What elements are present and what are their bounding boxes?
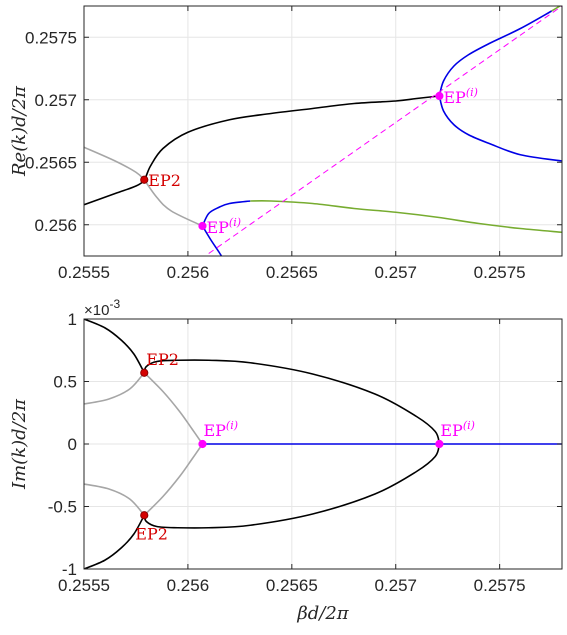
point-ep2-0: [140, 175, 149, 184]
y-tick-label-3: 0.5: [53, 373, 77, 392]
point-label-0: EP2: [148, 171, 181, 190]
point-ep2-1: [140, 511, 149, 520]
x-axis-label: βd/2π: [296, 603, 349, 624]
series-gray-2: [143, 179, 203, 227]
series-magenta-9: [208, 6, 562, 254]
point-label-0: EP2: [146, 350, 179, 369]
y-tick-label-1: 0.2565: [25, 153, 77, 172]
point-ep-2: [435, 91, 444, 101]
x-tick-label-4: 0.2575: [474, 576, 526, 595]
y-tick-label-2: 0: [68, 435, 77, 454]
series-blue-6: [438, 10, 553, 97]
series-blue-4: [201, 225, 223, 256]
y-tick-label-1: -0.5: [48, 498, 77, 517]
point-label-sup: (i): [226, 419, 238, 432]
curves: [84, 6, 562, 256]
top-panel-re-k: 0.2555 0.256 0.2565 0.257 0.2575 0.256 0.2565 0…: [9, 5, 563, 282]
x-tick-label-3: 0.257: [374, 576, 417, 595]
axes-box: [83, 5, 563, 257]
series-blue-8: [438, 95, 562, 162]
point-label-sup: (i): [229, 216, 241, 229]
series-black-0: [84, 95, 440, 206]
x-tick-label-2: 0.2565: [266, 576, 318, 595]
point-ep-2: [198, 439, 207, 449]
series-green-7: [551, 6, 562, 12]
y-axis-label: Im(k)d/2π: [9, 398, 30, 490]
point-label-sup: (i): [463, 419, 475, 432]
y-exponent-power: -3: [109, 297, 120, 311]
series-gray-6: [143, 443, 204, 516]
point-ep-3: [435, 439, 444, 449]
x-tick-label-4: 0.2575: [474, 263, 526, 282]
x-tick-label-0: 0.2555: [58, 263, 110, 282]
series-gray-5: [143, 372, 204, 445]
x-tick-label-0: 0.2555: [58, 576, 110, 595]
series-green-5: [250, 200, 562, 234]
curves: [84, 319, 562, 569]
x-tick-label-2: 0.2565: [266, 263, 318, 282]
y-tick-label-3: 0.2575: [25, 28, 77, 47]
bottom-panel-im-k: 0.2555 0.256 0.2565 0.257 0.2575 -1 -0.5 0 0.5 1 I…: [9, 297, 563, 624]
x-tick-label-1: 0.256: [167, 263, 210, 282]
point-label-sup: (i): [466, 86, 478, 99]
series-black-3: [84, 514, 145, 569]
series-black-1: [143, 359, 441, 445]
y-tick-label-0: 0.256: [34, 216, 77, 235]
x-tick-label-1: 0.256: [167, 576, 210, 595]
series-blue-3: [201, 200, 251, 227]
y-exponent-label: ×10-3: [84, 297, 120, 319]
y-axis-label: Re(k)d/2π: [9, 85, 30, 177]
point-ep2-0: [140, 368, 149, 377]
series-gray-7: [84, 483, 145, 516]
x-tick-label-3: 0.257: [374, 263, 417, 282]
y-tick-label-0: -1: [62, 560, 77, 579]
y-tick-label-2: 0.257: [34, 91, 77, 110]
series-black-2: [143, 443, 441, 529]
series-gray-1: [84, 146, 145, 181]
point-ep-1: [198, 221, 207, 231]
series-gray-4: [84, 372, 145, 405]
series-black-0: [84, 319, 145, 374]
point-label-1: EP2: [135, 524, 168, 543]
y-tick-label-4: 1: [68, 310, 77, 329]
